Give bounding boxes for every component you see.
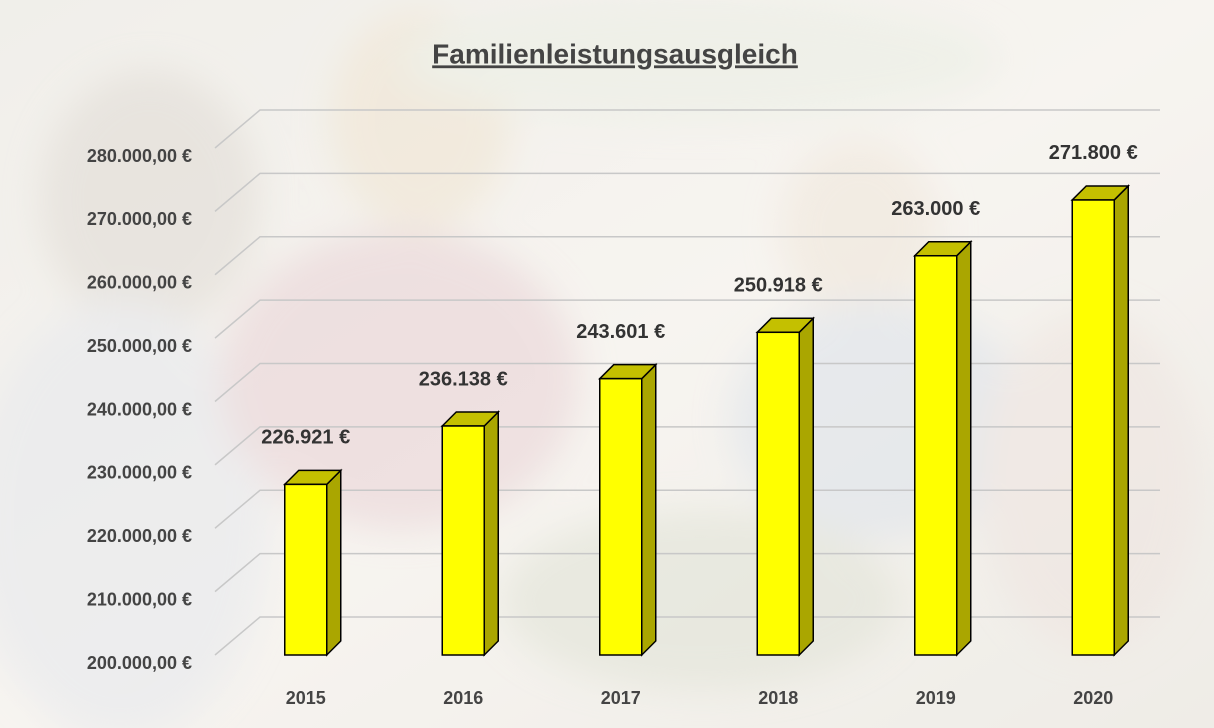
value-label: 243.601 € [576, 321, 665, 343]
x-tick-label: 2017 [601, 688, 641, 708]
x-tick-label: 2018 [758, 688, 798, 708]
y-tick-label: 200.000,00 € [87, 653, 192, 673]
bar-side [641, 362, 657, 657]
bar [441, 425, 485, 656]
y-tick-label: 280.000,00 € [87, 146, 192, 166]
x-tick-label: 2015 [286, 688, 326, 708]
bar [914, 254, 958, 656]
bar-side [798, 316, 814, 657]
grid-line [214, 109, 1160, 149]
bar [1071, 199, 1115, 656]
grid-line [214, 552, 1160, 593]
grid-line [214, 299, 1160, 339]
value-label: 271.800 € [1049, 142, 1138, 164]
y-tick-label: 270.000,00 € [87, 209, 192, 229]
value-label: 250.918 € [734, 275, 823, 297]
value-label: 263.000 € [891, 198, 980, 220]
bar [284, 483, 328, 656]
y-tick-label: 230.000,00 € [87, 463, 192, 483]
grid-line [214, 426, 1160, 466]
bar-side [956, 239, 972, 657]
grid-line [214, 616, 1160, 656]
x-tick-label: 2020 [1073, 688, 1113, 708]
grid-line [214, 236, 1160, 276]
value-label: 226.921 € [261, 427, 350, 449]
bar-side [326, 468, 342, 657]
y-tick-label: 240.000,00 € [87, 399, 192, 419]
y-tick-label: 220.000,00 € [87, 526, 192, 546]
chart-title: Familienleistungsausgleich [432, 38, 798, 69]
grid-line [214, 362, 1160, 403]
bar-side [1113, 184, 1129, 657]
y-tick-label: 210.000,00 € [87, 589, 192, 609]
x-tick-label: 2016 [443, 688, 483, 708]
x-tick-label: 2019 [916, 688, 956, 708]
grid-line [214, 489, 1160, 529]
y-tick-label: 260.000,00 € [87, 273, 192, 293]
y-tick-label: 250.000,00 € [87, 336, 192, 356]
value-label: 236.138 € [419, 368, 508, 390]
bar-side [483, 410, 499, 657]
bar [756, 331, 800, 656]
grid-line [214, 172, 1160, 212]
bar [599, 377, 643, 656]
